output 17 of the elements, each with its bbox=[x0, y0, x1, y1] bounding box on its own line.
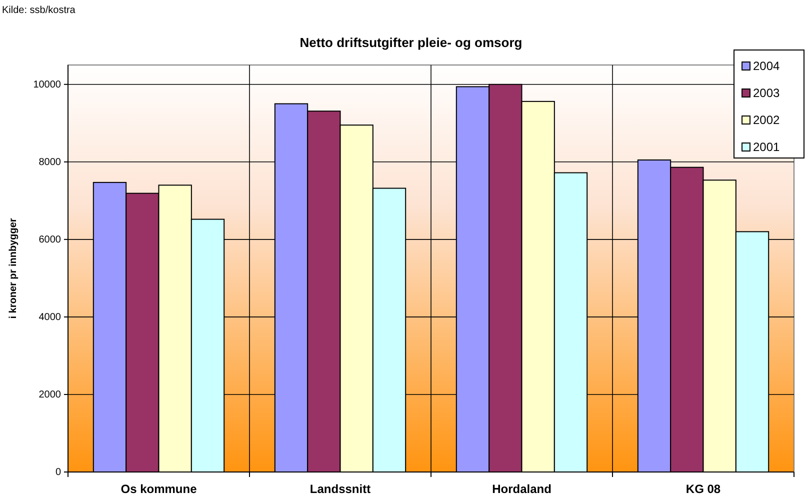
x-tick-label: Landssnitt bbox=[310, 482, 371, 496]
y-tick-label: 10000 bbox=[33, 80, 62, 91]
x-tick-label: Os kommune bbox=[120, 482, 198, 496]
y-tick-label: 4000 bbox=[38, 312, 62, 324]
x-tick-label: Hordaland bbox=[492, 482, 552, 496]
legend-label: 2003 bbox=[753, 86, 780, 100]
legend-label: 2004 bbox=[753, 59, 780, 74]
y-axis-title: i kroner pr innbygger bbox=[8, 218, 19, 319]
text: Kilde: ssb/kostra bbox=[2, 5, 76, 16]
chart-title: Netto driftsutgifter pleie- og omsorg bbox=[300, 35, 522, 50]
y-tick-label: 6000 bbox=[38, 234, 62, 246]
y-tick-label: 0 bbox=[55, 467, 62, 478]
legend-label: 2002 bbox=[753, 113, 780, 128]
x-tick-label: KG 08 bbox=[686, 482, 721, 496]
legend-label: 2001 bbox=[753, 140, 780, 154]
y-tick-label: 8000 bbox=[38, 157, 62, 168]
y-tick-label: 2000 bbox=[38, 390, 62, 401]
